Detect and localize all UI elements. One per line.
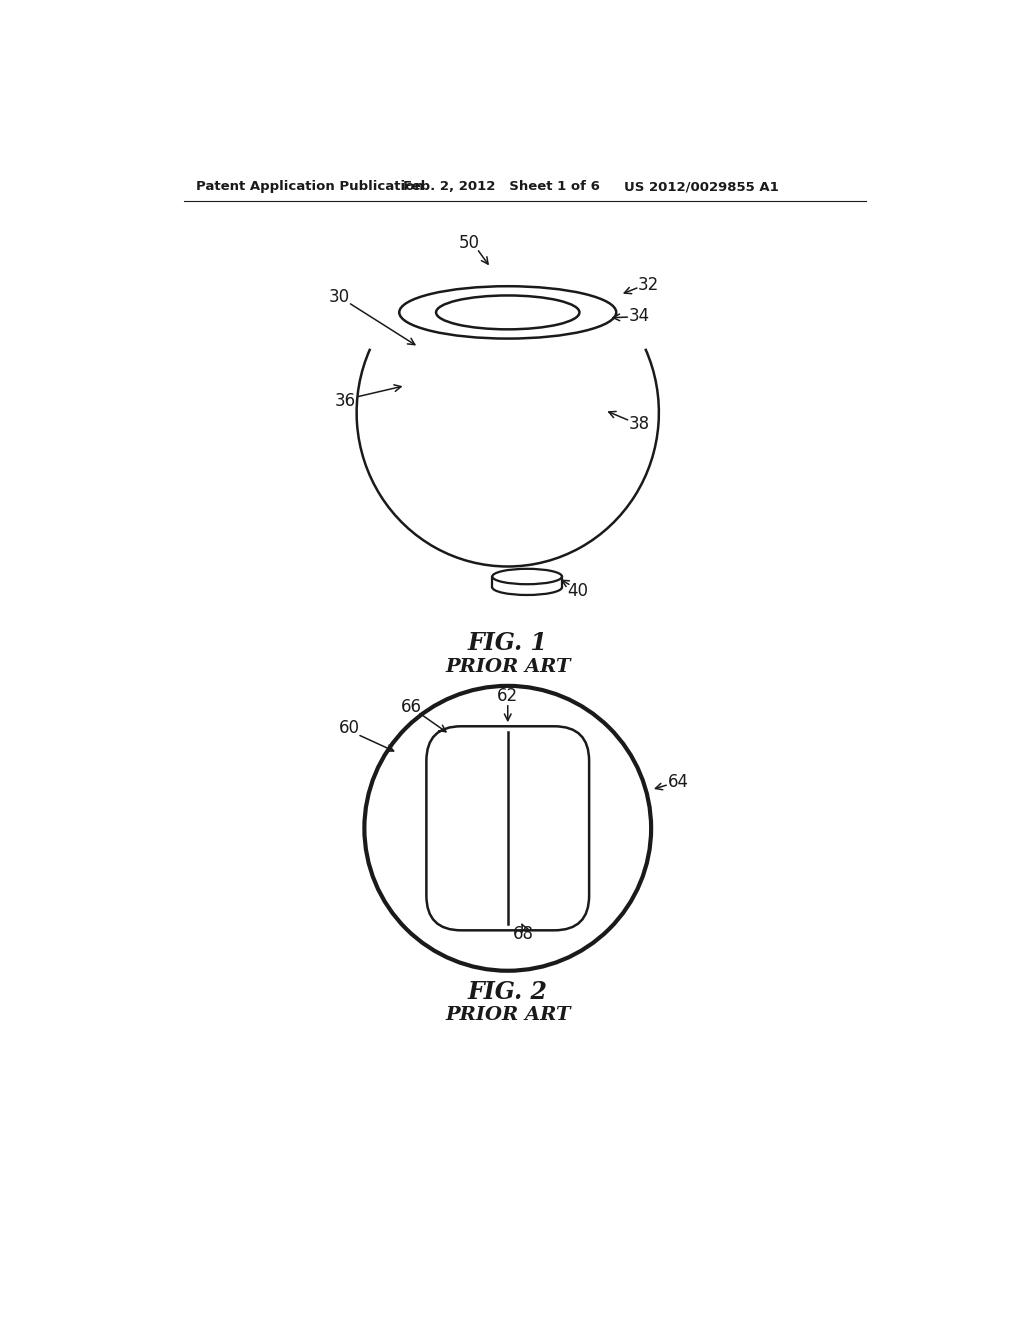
Text: 68: 68 [513, 925, 534, 942]
Text: 60: 60 [338, 719, 359, 737]
Text: Feb. 2, 2012   Sheet 1 of 6: Feb. 2, 2012 Sheet 1 of 6 [403, 181, 600, 194]
Text: 62: 62 [498, 686, 518, 705]
Text: Patent Application Publication: Patent Application Publication [197, 181, 424, 194]
Text: FIG. 1: FIG. 1 [468, 631, 548, 656]
Text: 34: 34 [629, 308, 650, 325]
Text: 38: 38 [629, 414, 650, 433]
Text: 50: 50 [459, 234, 479, 252]
Text: FIG. 2: FIG. 2 [468, 979, 548, 1003]
Text: 30: 30 [329, 288, 349, 306]
Text: 40: 40 [567, 582, 588, 601]
Text: 32: 32 [638, 276, 659, 294]
Text: 36: 36 [335, 392, 355, 411]
Text: 64: 64 [668, 774, 689, 791]
Text: 66: 66 [400, 698, 421, 715]
Text: PRIOR ART: PRIOR ART [445, 657, 570, 676]
Text: US 2012/0029855 A1: US 2012/0029855 A1 [624, 181, 778, 194]
Text: PRIOR ART: PRIOR ART [445, 1006, 570, 1023]
